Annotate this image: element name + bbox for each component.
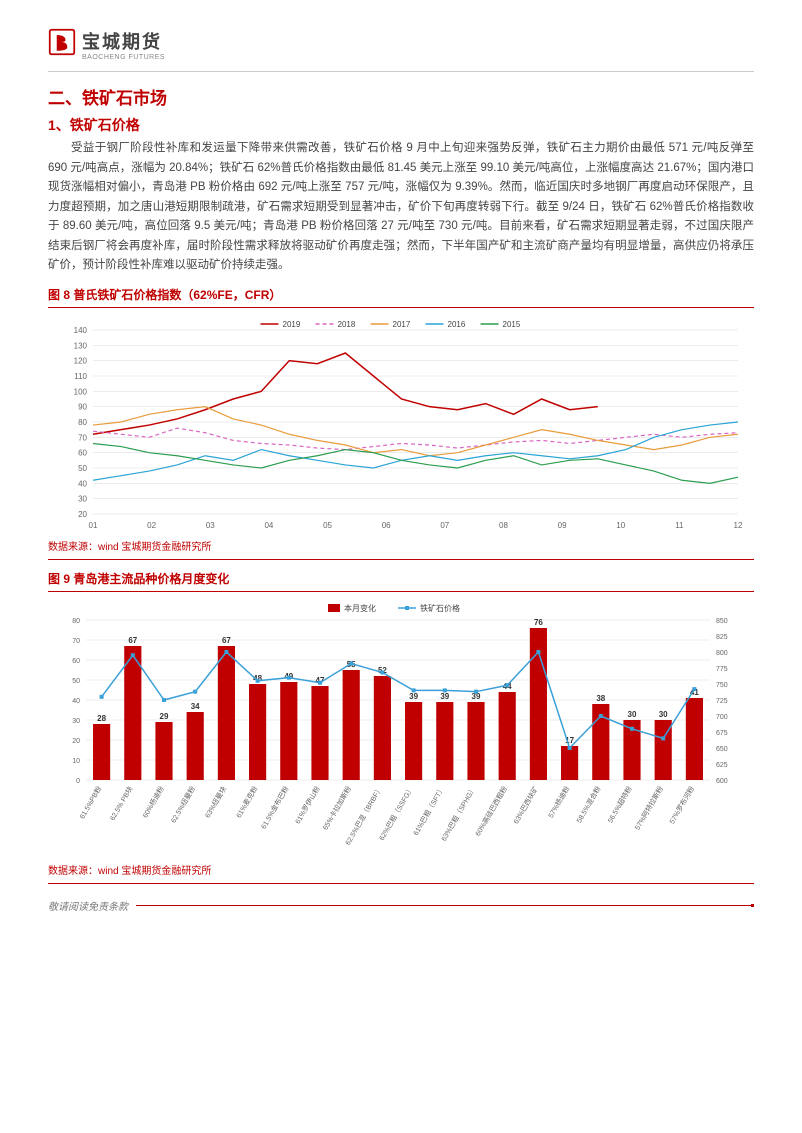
svg-text:2016: 2016 — [448, 320, 466, 329]
svg-text:20: 20 — [78, 510, 87, 519]
svg-text:03: 03 — [206, 521, 215, 530]
svg-text:07: 07 — [440, 521, 449, 530]
svg-text:62%巴粗（SSFG）: 62%巴粗（SSFG） — [377, 784, 415, 841]
svg-text:0: 0 — [76, 778, 80, 785]
svg-text:70: 70 — [72, 638, 80, 645]
logo-en: BAOCHENG FUTURES — [82, 54, 165, 61]
svg-text:650: 650 — [716, 746, 728, 753]
svg-text:02: 02 — [147, 521, 156, 530]
svg-text:05: 05 — [323, 521, 332, 530]
svg-text:625: 625 — [716, 762, 728, 769]
svg-text:63%巴西块矿: 63%巴西块矿 — [511, 784, 540, 825]
footer-line — [136, 905, 754, 906]
svg-text:61.5%金布巴粉: 61.5%金布巴粉 — [259, 784, 291, 830]
svg-text:06: 06 — [382, 521, 391, 530]
svg-text:铁矿石价格: 铁矿石价格 — [420, 603, 460, 613]
svg-text:30: 30 — [628, 710, 637, 719]
subsection-heading: 1、铁矿石价格 — [48, 115, 754, 135]
svg-text:62.5% PB块: 62.5% PB块 — [108, 784, 135, 822]
svg-text:08: 08 — [499, 521, 508, 530]
svg-text:34: 34 — [191, 702, 200, 711]
svg-text:110: 110 — [74, 372, 87, 381]
svg-text:30: 30 — [78, 494, 87, 503]
svg-text:120: 120 — [74, 356, 88, 365]
svg-text:2018: 2018 — [338, 320, 356, 329]
svg-text:01: 01 — [89, 521, 98, 530]
logo: 宝城期货 BAOCHENG FUTURES — [48, 28, 165, 61]
logo-icon — [48, 28, 76, 56]
fig8-source: 数据来源：wind 宝城期货金融研究所 — [48, 538, 754, 560]
svg-text:28: 28 — [97, 714, 106, 723]
svg-text:57%罗布河粉: 57%罗布河粉 — [667, 784, 696, 825]
svg-text:76: 76 — [534, 618, 543, 627]
svg-text:60: 60 — [72, 658, 80, 665]
svg-text:58.5%混合粉: 58.5%混合粉 — [574, 784, 602, 824]
body-paragraph: 受益于钢厂阶段性补库和发运量下降带来供需改善，铁矿石价格 9 月中上旬迎来强势反… — [48, 139, 754, 276]
svg-text:600: 600 — [716, 778, 728, 785]
header: 宝城期货 BAOCHENG FUTURES — [48, 28, 754, 72]
svg-text:40: 40 — [72, 698, 80, 705]
svg-text:30: 30 — [72, 718, 80, 725]
svg-text:57%杨迪粉: 57%杨迪粉 — [546, 784, 571, 819]
svg-text:62.5%纽曼粉: 62.5%纽曼粉 — [169, 784, 197, 824]
svg-text:675: 675 — [716, 730, 728, 737]
svg-text:63%巴粗（SPHG）: 63%巴粗（SPHG） — [439, 784, 478, 842]
svg-text:57%阿特拉斯粉: 57%阿特拉斯粉 — [633, 784, 665, 831]
svg-text:60: 60 — [78, 448, 87, 457]
svg-text:29: 29 — [160, 712, 169, 721]
svg-text:65%卡拉加斯粉: 65%卡拉加斯粉 — [321, 784, 353, 831]
svg-text:50: 50 — [78, 464, 87, 473]
svg-text:12: 12 — [734, 521, 743, 530]
logo-cn: 宝城期货 — [82, 28, 165, 54]
svg-text:09: 09 — [558, 521, 567, 530]
svg-text:67: 67 — [128, 636, 137, 645]
svg-text:67: 67 — [222, 636, 231, 645]
footer: 敬请阅读免责条款 — [48, 898, 754, 913]
svg-text:750: 750 — [716, 682, 728, 689]
svg-text:38: 38 — [596, 694, 605, 703]
chart8: 20 30 40 50 60 70 80 90 100 110 120 130 140 01 02 03 04 0… — [48, 314, 754, 534]
footer-text: 敬请阅读免责条款 — [48, 898, 128, 913]
svg-text:90: 90 — [78, 402, 87, 411]
svg-text:39: 39 — [409, 692, 418, 701]
svg-text:本月变化: 本月变化 — [344, 603, 376, 613]
svg-text:10: 10 — [72, 758, 80, 765]
svg-text:04: 04 — [264, 521, 273, 530]
svg-text:70: 70 — [78, 433, 87, 442]
svg-text:10: 10 — [616, 521, 625, 530]
svg-text:60%高硅巴西粗粉: 60%高硅巴西粗粉 — [473, 784, 509, 837]
svg-text:61%麦克粉: 61%麦克粉 — [234, 784, 259, 819]
svg-text:61.5%PB粉: 61.5%PB粉 — [77, 784, 103, 820]
svg-text:140: 140 — [74, 326, 88, 335]
svg-text:80: 80 — [72, 618, 80, 625]
svg-text:11: 11 — [675, 521, 684, 530]
fig9-title: 图 9 青岛港主流品种价格月度变化 — [48, 570, 754, 592]
svg-text:20: 20 — [72, 738, 80, 745]
fig8-title: 图 8 普氏铁矿石价格指数（62%FE，CFR） — [48, 286, 754, 308]
svg-text:80: 80 — [78, 418, 87, 427]
svg-text:63%纽曼块: 63%纽曼块 — [203, 784, 228, 819]
fig9-source: 数据来源：wind 宝城期货金融研究所 — [48, 862, 754, 884]
svg-text:800: 800 — [716, 650, 728, 657]
svg-text:775: 775 — [716, 666, 728, 673]
svg-text:50: 50 — [72, 678, 80, 685]
section-heading: 二、铁矿石市场 — [48, 84, 754, 109]
svg-text:100: 100 — [74, 387, 88, 396]
svg-text:60%杨迪粉: 60%杨迪粉 — [140, 784, 165, 819]
svg-text:700: 700 — [716, 714, 728, 721]
svg-text:40: 40 — [78, 479, 87, 488]
svg-text:39: 39 — [440, 692, 449, 701]
svg-text:2017: 2017 — [393, 320, 411, 329]
svg-text:2015: 2015 — [503, 320, 521, 329]
svg-text:61%巴粗（SFT）: 61%巴粗（SFT） — [411, 784, 446, 836]
svg-text:56.5%超特粉: 56.5%超特粉 — [606, 784, 634, 824]
svg-text:825: 825 — [716, 634, 728, 641]
svg-text:725: 725 — [716, 698, 728, 705]
svg-text:130: 130 — [74, 341, 88, 350]
svg-text:2019: 2019 — [283, 320, 301, 329]
svg-text:61%罗伊山粉: 61%罗伊山粉 — [293, 784, 322, 825]
svg-text:850: 850 — [716, 618, 728, 625]
chart9: 0 10 20 30 40 50 60 70 80 600 625 650 675 700 725 750 77… — [48, 598, 754, 858]
svg-text:30: 30 — [659, 710, 668, 719]
